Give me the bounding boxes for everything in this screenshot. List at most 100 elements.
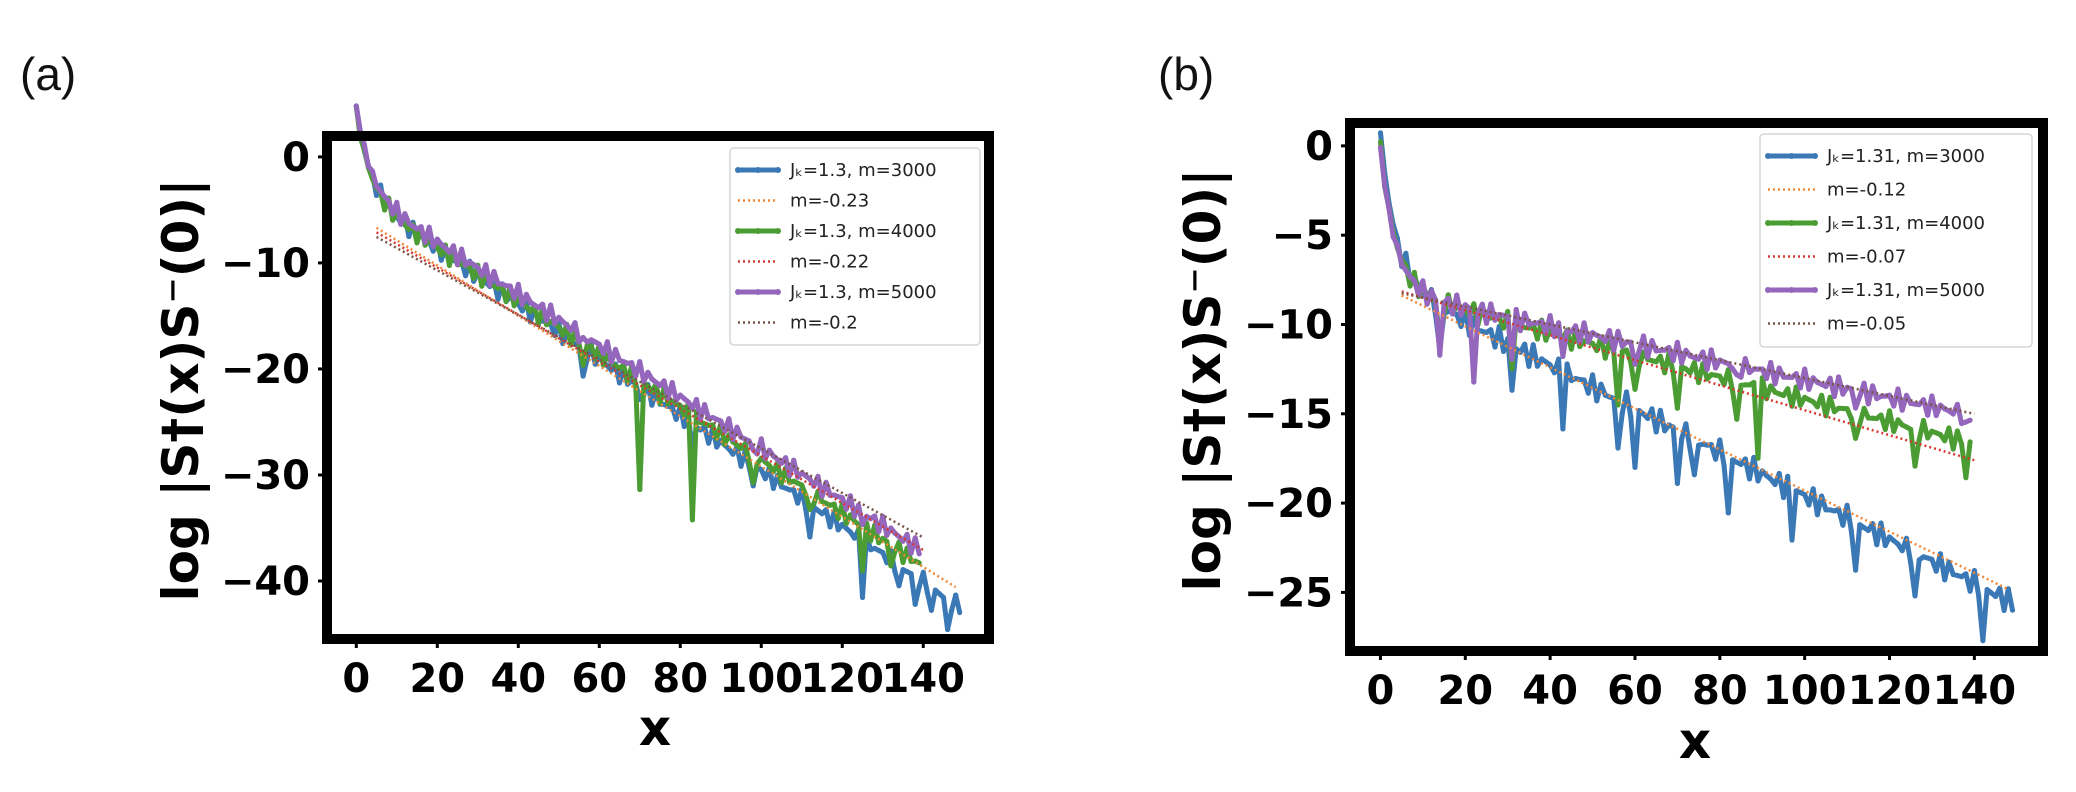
data-point: [1721, 463, 1727, 469]
data-point: [1679, 436, 1685, 442]
data-point: [1797, 385, 1803, 391]
data-point: [1458, 312, 1464, 318]
data-point: [1483, 329, 1490, 335]
data-point: [1738, 374, 1744, 380]
xtick-label: 40: [490, 656, 546, 702]
legend-marker: [735, 289, 741, 295]
data-point: [1403, 267, 1409, 274]
panel-b-xlabel: x: [1679, 712, 1711, 770]
data-point: [1488, 327, 1494, 333]
data-point: [1772, 481, 1778, 488]
data-point: [762, 476, 768, 482]
data-point: [616, 357, 623, 363]
data-point: [811, 501, 817, 507]
data-point: [1993, 593, 1999, 600]
data-point: [1619, 410, 1625, 416]
data-point: [1696, 379, 1702, 386]
data-point: [438, 257, 444, 263]
data-point: [1488, 301, 1494, 307]
fit-line: [1401, 294, 2009, 591]
data-point: [1920, 554, 1927, 560]
data-point: [1653, 429, 1659, 435]
data-point: [1772, 389, 1778, 395]
data-point: [1967, 417, 1973, 423]
ytick-label: 0: [282, 135, 310, 181]
data-point: [527, 308, 534, 314]
data-point: [1942, 577, 1948, 583]
xtick-label: 120: [1848, 668, 1932, 714]
data-point: [1895, 417, 1901, 423]
data-point: [446, 262, 452, 268]
data-point: [819, 494, 825, 500]
data-point: [815, 507, 821, 514]
data-point: [1950, 571, 1956, 578]
data-point: [1971, 568, 1977, 574]
data-point: [855, 502, 862, 508]
data-point: [904, 569, 910, 575]
data-point: [1696, 356, 1702, 362]
data-point: [957, 609, 963, 616]
data-point: [1738, 382, 1744, 388]
data-point: [1454, 311, 1460, 318]
data-point: [1755, 478, 1761, 484]
data-point: [540, 301, 546, 307]
data-point: [677, 403, 683, 409]
data-point: [1679, 360, 1685, 366]
data-point: [1861, 380, 1867, 386]
data-point: [1505, 308, 1511, 315]
data-point: [884, 532, 890, 539]
data-point: [1959, 420, 1965, 427]
data-point: [560, 319, 566, 325]
data-point: [1802, 492, 1808, 498]
data-point: [511, 295, 517, 301]
data-point: [523, 304, 530, 310]
panel-a-marks: [353, 103, 963, 633]
data-point: [669, 404, 675, 410]
data-point: [1954, 572, 1960, 579]
legend-marker: [1812, 153, 1818, 159]
data-point: [1836, 405, 1842, 411]
data-point: [1547, 313, 1553, 319]
data-point: [580, 334, 586, 341]
panel-b-frame: [1345, 118, 2048, 656]
data-point: [430, 248, 436, 254]
panel-a-xlabel: x: [639, 699, 671, 757]
data-point: [361, 142, 367, 148]
data-point: [637, 486, 643, 493]
data-point: [1670, 358, 1676, 364]
data-point: [1649, 406, 1655, 412]
data-point: [1763, 473, 1770, 479]
data-point: [1674, 339, 1680, 345]
panel-a-legend-frame: [729, 147, 981, 346]
data-point: [1619, 348, 1625, 354]
legend-marker: [1765, 220, 1771, 226]
xtick-label: 100: [720, 656, 804, 702]
data-point: [916, 584, 922, 590]
data-point: [471, 262, 477, 268]
data-point: [693, 396, 700, 403]
data-point: [438, 252, 444, 258]
data-point: [1734, 459, 1740, 465]
legend-marker: [755, 228, 761, 234]
data-point: [916, 551, 922, 557]
xtick-label: 60: [571, 656, 627, 702]
data-point: [463, 273, 469, 279]
data-point: [1984, 587, 1990, 593]
data-point: [1377, 144, 1384, 151]
data-point: [1806, 386, 1812, 392]
data-point: [880, 549, 886, 556]
data-point: [1411, 269, 1417, 275]
data-point: [475, 264, 481, 270]
data-point: [2005, 586, 2011, 592]
data-point: [1500, 325, 1507, 331]
legend-marker: [1765, 153, 1771, 159]
data-point: [689, 405, 696, 411]
data-point: [1925, 412, 1931, 418]
data-point: [467, 259, 473, 265]
data-point: [1785, 473, 1791, 479]
fit-line: [375, 226, 957, 589]
data-point: [851, 513, 858, 520]
data-point: [1853, 567, 1859, 573]
data-point: [1874, 415, 1880, 422]
data-point: [1920, 417, 1927, 424]
